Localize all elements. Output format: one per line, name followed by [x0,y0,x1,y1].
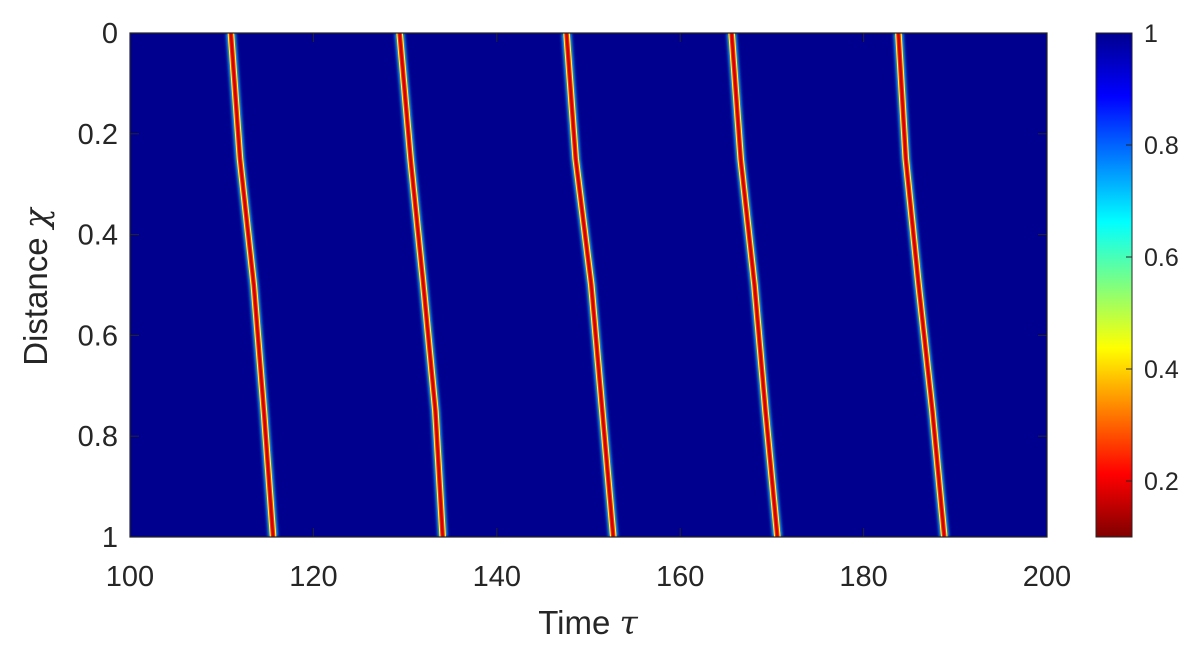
x-axis-ticks: 100 120 140 160 180 200 [106,33,1071,593]
colorbar-tick-label: 0.2 [1144,468,1179,496]
front-4-band-4 [730,33,779,537]
y-axis-ticks: 0 0.2 0.4 0.6 0.8 1 [78,18,1047,554]
front-1-band-4 [229,33,275,537]
fronts-layer [226,33,949,537]
y-tick-label: 0.6 [78,320,118,352]
plot-frame [129,32,1048,538]
colorbar-tick-label: 0.4 [1144,356,1179,384]
colorbar-tick-label: 0.8 [1144,132,1179,160]
y-axis-symbol: χ [16,206,55,230]
front-2-band-4 [398,33,444,537]
colorbar [1095,32,1133,538]
front-5 [893,33,949,537]
front-4 [727,33,782,537]
x-tick-label: 200 [1023,561,1071,593]
front-1 [226,33,278,537]
y-tick-label: 0.2 [78,119,118,151]
y-axis-title: Distance χ [16,206,55,366]
y-tick-label: 0.8 [78,421,118,453]
front-3-band-4 [565,33,615,537]
x-axis-title: Time τ [538,603,638,642]
x-tick-label: 160 [656,561,704,593]
x-tick-label: 140 [473,561,521,593]
front-5-band-4 [897,33,946,537]
y-tick-label: 1 [102,522,118,554]
x-axis-title-text: Time [538,604,610,641]
colorbar-tick-label: 1 [1144,20,1158,48]
x-tick-label: 180 [839,561,887,593]
colorbar-tick-label: 0.6 [1144,244,1179,272]
front-2 [395,33,448,537]
front-3 [562,33,618,537]
x-axis-symbol: τ [620,603,639,642]
y-tick-label: 0 [102,18,118,50]
x-tick-label: 100 [106,561,154,593]
colorbar-ticks: 0.2 0.4 0.6 0.8 1 [1126,20,1179,496]
y-axis-title-text: Distance [17,237,54,365]
x-tick-label: 120 [289,561,337,593]
y-tick-label: 0.4 [78,220,118,252]
